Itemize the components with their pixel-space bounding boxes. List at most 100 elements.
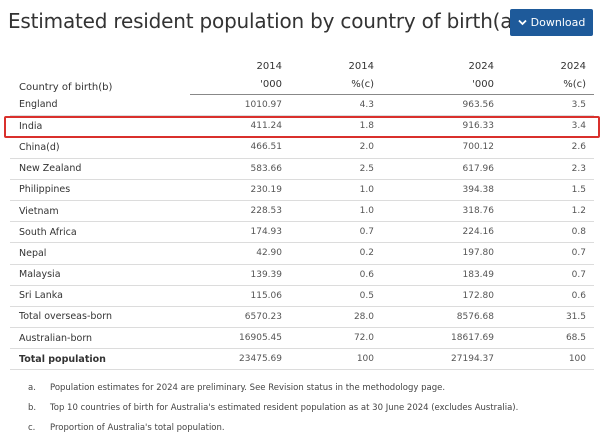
table-cell: 3.4 <box>502 115 594 138</box>
table-cell: 197.80 <box>382 242 502 265</box>
table-cell: 4.3 <box>290 94 382 117</box>
table-cell: 1.0 <box>290 200 382 223</box>
table-cell: 1.8 <box>290 115 382 138</box>
footnote-text: Proportion of Australia's total populati… <box>50 423 225 433</box>
table-row: Malaysia 139.39 0.6 183.49 0.7 <box>10 264 594 286</box>
table-cell: 224.16 <box>382 221 502 244</box>
table-cell: 139.39 <box>190 264 290 286</box>
table-cell: 18617.69 <box>382 327 502 350</box>
row-label: Total overseas-born <box>10 306 190 329</box>
table-cell: 0.7 <box>502 242 594 265</box>
footnote-text: Top 10 countries of birth for Australia'… <box>50 403 519 413</box>
footnote-marker: a. <box>28 383 36 393</box>
row-label: Philippines <box>10 179 190 201</box>
table-cell: 0.6 <box>502 285 594 307</box>
row-label: Vietnam <box>10 200 190 223</box>
table-row: Australian-born 16905.45 72.0 18617.69 68.5 <box>10 327 594 350</box>
footnote-marker: c. <box>28 423 36 433</box>
table-cell: 2.5 <box>290 158 382 180</box>
table-row: South Africa 174.93 0.7 224.16 0.8 <box>10 221 594 244</box>
column-header-year: 2014 <box>348 61 374 72</box>
row-label: India <box>10 115 190 138</box>
row-label: Australian-born <box>10 327 190 350</box>
table-row: Nepal 42.90 0.2 197.80 0.7 <box>10 242 594 265</box>
table-cell: 2.0 <box>290 136 382 159</box>
table-cell: 8576.68 <box>382 306 502 329</box>
table-row: Total overseas-born 6570.23 28.0 8576.68 31.… <box>10 306 594 329</box>
table-cell: 228.53 <box>190 200 290 223</box>
table-cell: 100 <box>290 348 382 371</box>
column-header-country: Country of birth(b) <box>19 81 113 93</box>
footnote: a. Population estimates for 2024 are prel… <box>28 378 518 398</box>
table-cell: 68.5 <box>502 327 594 350</box>
table-cell: 0.5 <box>290 285 382 307</box>
table-cell: 183.49 <box>382 264 502 286</box>
footnotes: a. Population estimates for 2024 are prel… <box>28 378 518 438</box>
chevron-down-icon <box>518 19 527 26</box>
row-label: Malaysia <box>10 264 190 286</box>
download-label: Download <box>530 16 586 29</box>
table-cell: 100 <box>502 348 594 371</box>
table-cell: 963.56 <box>382 94 502 117</box>
column-header-unit: %(c) <box>290 74 382 95</box>
table-cell: 583.66 <box>190 158 290 180</box>
column-header-year: 2024 <box>560 61 586 72</box>
footnote: b. Top 10 countries of birth for Australi… <box>28 398 518 418</box>
row-label: England <box>10 94 190 117</box>
header-row-years: Country of birth(b) 2014 2014 2024 2024 <box>10 46 594 93</box>
table-cell: 411.24 <box>190 115 290 138</box>
table-cell: 172.80 <box>382 285 502 307</box>
table-row-total: Total population 23475.69 100 27194.37 100 <box>10 348 594 371</box>
column-header-year: 2014 <box>256 61 282 72</box>
table-cell: 617.96 <box>382 158 502 180</box>
row-label: Sri Lanka <box>10 285 190 307</box>
table-cell: 1010.97 <box>190 94 290 117</box>
table-cell: 230.19 <box>190 179 290 201</box>
table-cell: 1.5 <box>502 179 594 201</box>
column-header-unit: '000 <box>190 74 290 95</box>
table-cell: 0.6 <box>290 264 382 286</box>
table-row: New Zealand 583.66 2.5 617.96 2.3 <box>10 158 594 180</box>
table-cell: 28.0 <box>290 306 382 329</box>
table-cell: 174.93 <box>190 221 290 244</box>
table-cell: 318.76 <box>382 200 502 223</box>
table-cell: 1.2 <box>502 200 594 223</box>
table-cell: 0.7 <box>502 264 594 286</box>
row-label: Total population <box>10 348 190 371</box>
column-header-year: 2024 <box>468 61 494 72</box>
table-cell: 115.06 <box>190 285 290 307</box>
row-label: Nepal <box>10 242 190 265</box>
row-label: South Africa <box>10 221 190 244</box>
table-cell: 23475.69 <box>190 348 290 371</box>
table-cell: 394.38 <box>382 179 502 201</box>
row-label: New Zealand <box>10 158 190 180</box>
column-header-unit: '000 <box>382 74 502 95</box>
column-header-unit: %(c) <box>502 74 594 95</box>
table-cell: 3.5 <box>502 94 594 117</box>
table-cell: 0.2 <box>290 242 382 265</box>
table-row: Sri Lanka 115.06 0.5 172.80 0.6 <box>10 285 594 307</box>
table-cell: 6570.23 <box>190 306 290 329</box>
table-cell: 27194.37 <box>382 348 502 371</box>
table-cell: 16905.45 <box>190 327 290 350</box>
table-cell: 916.33 <box>382 115 502 138</box>
table-row: Philippines 230.19 1.0 394.38 1.5 <box>10 179 594 201</box>
table-cell: 2.6 <box>502 136 594 159</box>
table-row: England 1010.97 4.3 963.56 3.5 <box>10 94 594 117</box>
page-title: Estimated resident population by country… <box>8 9 548 33</box>
table-cell: 72.0 <box>290 327 382 350</box>
table-cell: 0.8 <box>502 221 594 244</box>
table-cell: 2.3 <box>502 158 594 180</box>
table-cell: 700.12 <box>382 136 502 159</box>
table-cell: 31.5 <box>502 306 594 329</box>
population-table: Country of birth(b) 2014 2014 2024 2024 … <box>10 46 594 371</box>
footnote-marker: b. <box>28 403 37 413</box>
table-row: India 411.24 1.8 916.33 3.4 <box>10 115 594 138</box>
table-cell: 466.51 <box>190 136 290 159</box>
table-cell: 0.7 <box>290 221 382 244</box>
download-button[interactable]: Download <box>510 9 593 36</box>
table-row: China(d) 466.51 2.0 700.12 2.6 <box>10 136 594 159</box>
table-cell: 42.90 <box>190 242 290 265</box>
table-cell: 1.0 <box>290 179 382 201</box>
footnote-text: Population estimates for 2024 are prelim… <box>50 383 446 393</box>
